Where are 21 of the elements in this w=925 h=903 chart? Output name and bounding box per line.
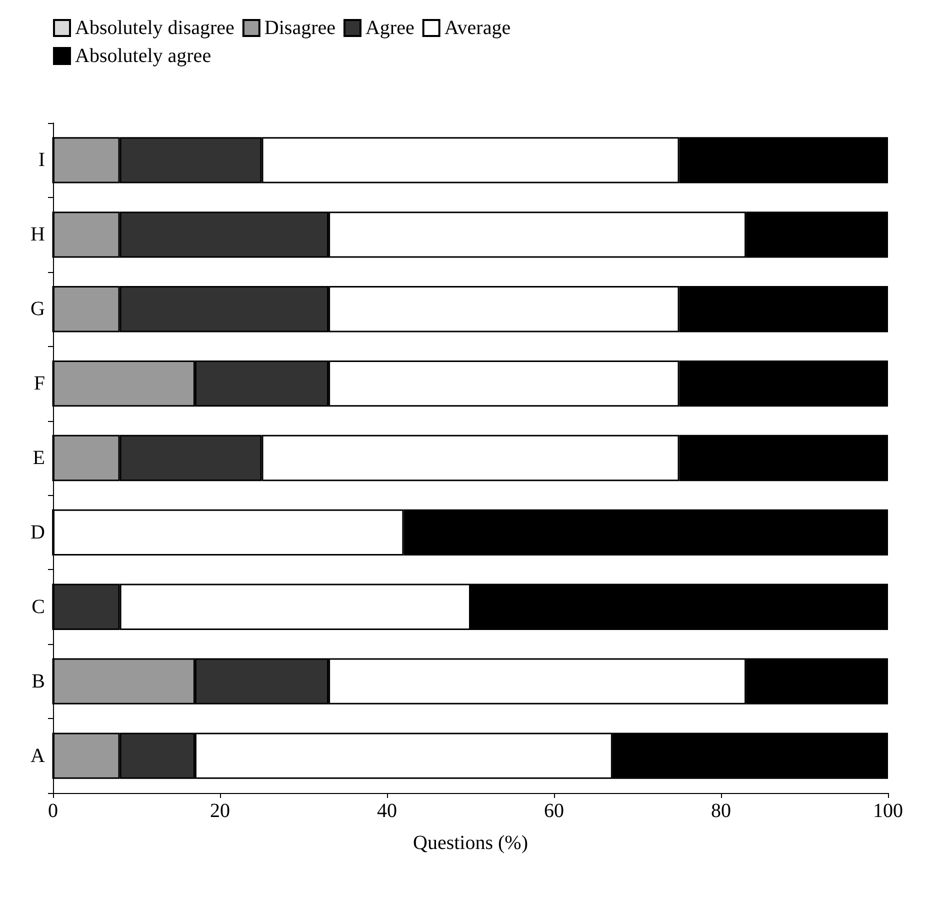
y-tick-label: E (32, 447, 45, 469)
y-tick-label: H (30, 224, 45, 246)
y-tick-label: C (32, 596, 45, 618)
legend-label: Disagree (264, 17, 336, 39)
y-tick-label: D (30, 521, 45, 544)
y-tick-label: I (38, 149, 45, 172)
y-tick-label: B (32, 670, 45, 692)
x-tick-label: 20 (210, 800, 230, 822)
x-tick-label: 80 (711, 800, 731, 822)
x-tick-label: 40 (377, 800, 397, 822)
legend-label: Absolutely disagree (75, 17, 235, 39)
legend-label: Average (444, 17, 511, 39)
legend-label: Absolutely agree (75, 45, 212, 67)
legend-label: Agree (365, 17, 414, 39)
y-tick-label: A (30, 744, 46, 767)
x-tick-label: 60 (544, 800, 564, 822)
x-tick-label: 0 (48, 800, 58, 822)
x-tick-label: 100 (873, 800, 903, 822)
y-tick-label: F (34, 372, 45, 395)
x-axis-title: Questions (%) (413, 832, 528, 854)
y-tick-label: G (30, 298, 45, 320)
